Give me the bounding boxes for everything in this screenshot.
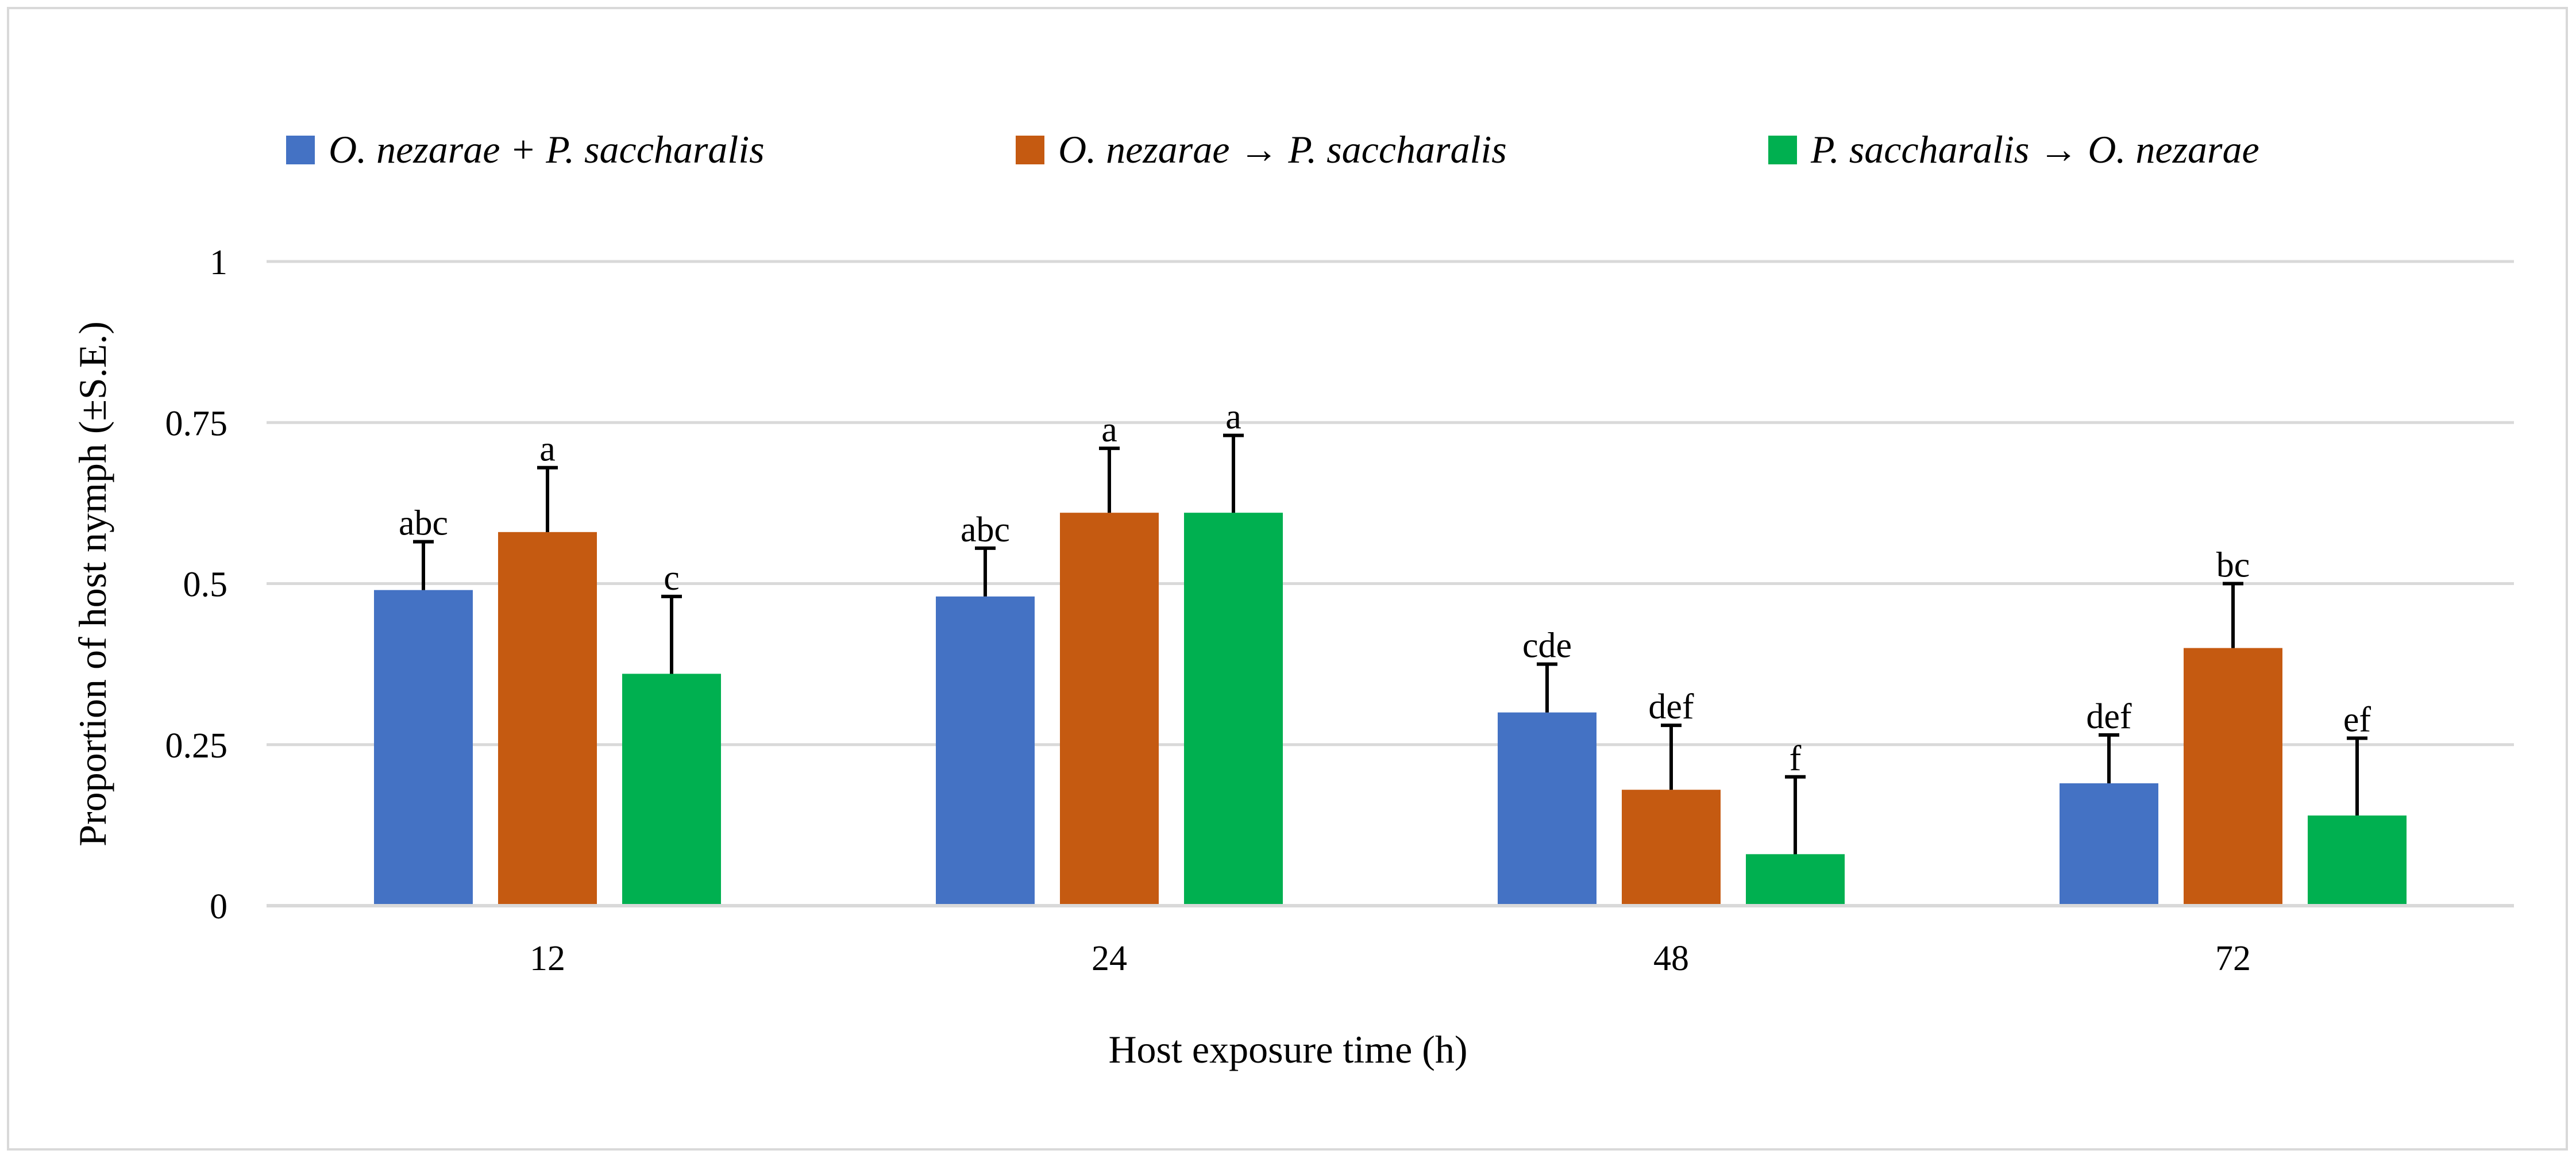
bars <box>374 513 2407 906</box>
legend-label-0: O. nezarae + P. saccharalis <box>329 128 765 171</box>
bar-s1-72 <box>2184 648 2282 906</box>
y-tick-label-4: 1 <box>210 243 227 282</box>
significance-letters: abc abc cde def a a def bc c a f ef <box>399 398 2371 778</box>
error-bars <box>413 433 2367 855</box>
sig-letter-s1-12: a <box>539 430 556 469</box>
bar-s2-12 <box>622 674 721 906</box>
sig-letter-s1-24: a <box>1101 410 1117 449</box>
bar-s2-24 <box>1184 513 1283 906</box>
x-tick-label-12: 12 <box>530 939 565 978</box>
sig-letter-s0-72: def <box>2086 697 2132 736</box>
bar-s2-72 <box>2308 815 2407 906</box>
bar-s0-48 <box>1498 712 1596 906</box>
y-tick-label-0: 0 <box>210 887 227 926</box>
sig-letter-s0-24: abc <box>961 510 1010 549</box>
bar-s2-48 <box>1746 854 1845 906</box>
bar-s1-12 <box>498 532 597 906</box>
x-tick-label-24: 24 <box>1092 939 1127 978</box>
legend: O. nezarae + P. saccharalis O. nezarae → … <box>286 128 2259 171</box>
chart-frame: O. nezarae + P. saccharalis O. nezarae → … <box>7 7 2568 1151</box>
y-tick-label-1: 0.25 <box>165 726 228 765</box>
bar-s1-48 <box>1622 790 1721 906</box>
x-axis-label: Host exposure time (h) <box>1108 1028 1467 1071</box>
x-tick-label-72: 72 <box>2215 939 2251 978</box>
sig-letter-s2-48: f <box>1790 739 1802 778</box>
legend-swatch-0 <box>286 136 315 164</box>
gridlines <box>267 260 2514 907</box>
sig-letter-s1-48: def <box>1648 687 1694 726</box>
chart-svg: O. nezarae + P. saccharalis O. nezarae → … <box>71 128 2514 1071</box>
sig-letter-s1-72: bc <box>2216 546 2250 585</box>
legend-swatch-1 <box>1016 136 1044 164</box>
legend-label-1: O. nezarae → P. saccharalis <box>1058 128 1507 171</box>
sig-letter-s0-48: cde <box>1522 626 1572 665</box>
legend-item-0: O. nezarae + P. saccharalis <box>286 128 765 171</box>
bar-s0-12 <box>374 590 473 906</box>
legend-item-2: P. saccharalis → O. nezarae <box>1768 128 2259 171</box>
legend-label-2: P. saccharalis → O. nezarae <box>1810 128 2259 171</box>
bar-s0-24 <box>936 596 1035 906</box>
y-tick-label-2: 0.5 <box>183 565 228 605</box>
y-axis-label: Proportion of host nymph (±S.E.) <box>71 321 114 847</box>
y-tick-label-3: 0.75 <box>165 404 228 443</box>
legend-swatch-2 <box>1768 136 1797 164</box>
sig-letter-s2-12: c <box>664 559 680 598</box>
bar-s1-24 <box>1060 513 1159 906</box>
x-tick-label-48: 48 <box>1653 939 1689 978</box>
sig-letter-s2-72: ef <box>2343 701 2371 740</box>
legend-item-1: O. nezarae → P. saccharalis <box>1016 128 1507 171</box>
axis-ticks: 0 0.25 0.5 0.75 1 12 24 48 72 <box>165 243 2514 978</box>
sig-letter-s0-12: abc <box>399 504 448 543</box>
sig-letter-s2-24: a <box>1225 398 1241 437</box>
bar-s0-72 <box>2060 783 2158 906</box>
